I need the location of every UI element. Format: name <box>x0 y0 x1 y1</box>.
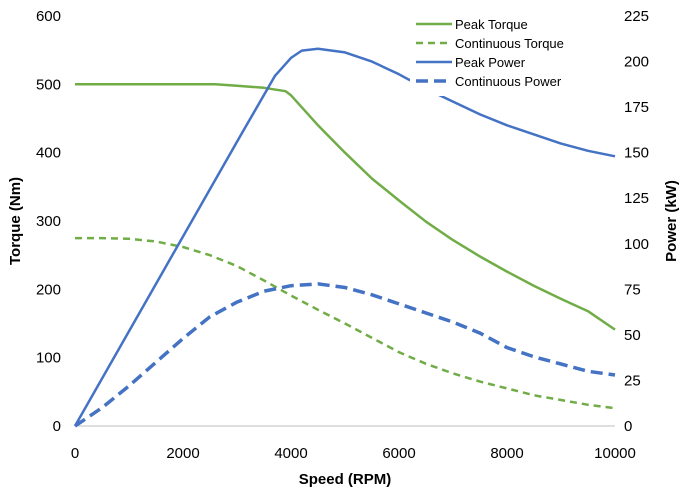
x-tick-label: 2000 <box>166 445 199 462</box>
y-left-tick-label: 300 <box>36 213 61 230</box>
y-right-tick-label: 125 <box>624 190 649 207</box>
y-right-tick-label: 50 <box>624 327 641 344</box>
y-right-tick-label: 100 <box>624 236 649 253</box>
y-right-tick-label: 0 <box>624 418 632 435</box>
legend-label: Peak Torque <box>455 17 528 32</box>
y-right-tick-label: 150 <box>624 145 649 162</box>
y-right-tick-label: 225 <box>624 8 649 25</box>
x-tick-label: 4000 <box>274 445 307 462</box>
x-axis-title: Speed (RPM) <box>299 471 392 488</box>
peak-torque-line <box>75 83 616 331</box>
continuous-power-line <box>74 282 616 428</box>
y-left-tick-label: 400 <box>36 145 61 162</box>
y-axis-left-title: Torque (Nm) <box>7 177 24 265</box>
y-right-tick-label: 200 <box>624 54 649 71</box>
peak-power-line <box>73 47 616 427</box>
legend-label: Continuous Power <box>455 74 562 89</box>
legend-label: Continuous Torque <box>455 36 564 51</box>
x-tick-label: 0 <box>71 445 79 462</box>
x-tick-label: 6000 <box>382 445 415 462</box>
legend-label: Peak Power <box>455 55 526 70</box>
y-right-tick-label: 75 <box>624 281 641 298</box>
y-left-tick-label: 600 <box>36 8 61 25</box>
y-left-tick-label: 200 <box>36 281 61 298</box>
y-left-tick-label: 0 <box>53 418 61 435</box>
y-right-tick-label: 175 <box>624 99 649 116</box>
x-tick-label: 8000 <box>490 445 523 462</box>
y-left-tick-label: 100 <box>36 350 61 367</box>
legend: Peak Torque Continuous Torque Peak Power Co… <box>410 12 590 96</box>
y-axis-right-title: Power (kW) <box>663 180 680 262</box>
y-left-tick-label: 500 <box>36 76 61 93</box>
x-tick-label: 10000 <box>594 445 636 462</box>
continuous-torque-line <box>75 236 616 410</box>
y-right-tick-label: 25 <box>624 372 641 389</box>
